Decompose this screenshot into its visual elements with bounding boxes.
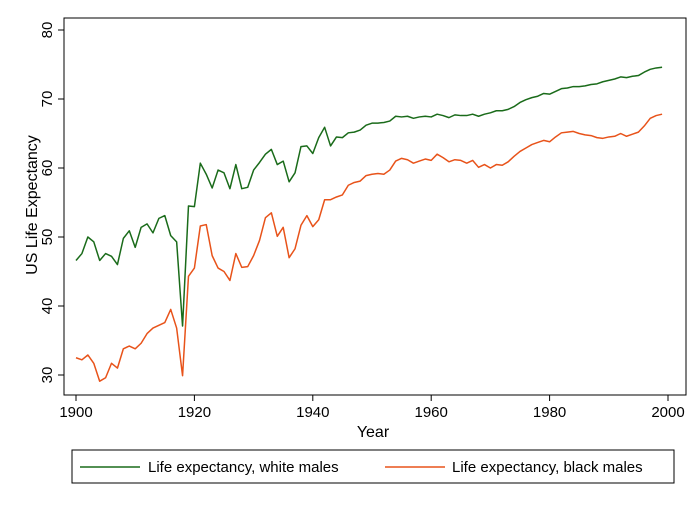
series-lines (75, 66, 663, 382)
x-tick-label: 1980 (533, 404, 566, 421)
legend: Life expectancy, white males Life expect… (71, 449, 675, 484)
y-tick-label: 30 (39, 367, 56, 384)
legend-box (71, 449, 675, 484)
y-tick-label: 40 (39, 298, 56, 315)
y-tick-label: 80 (39, 22, 56, 39)
y-tick-label: 70 (39, 91, 56, 108)
plot-frame (63, 17, 687, 396)
y-axis: 30 40 50 60 70 80 (39, 22, 64, 384)
x-axis: 1900 1920 1940 1960 1980 2000 (59, 395, 685, 421)
plot-border (63, 17, 687, 396)
legend-label-white-males: Life expectancy, white males (148, 459, 339, 476)
series-line-white-males (75, 66, 663, 327)
x-tick-label: 1940 (296, 404, 329, 421)
x-tick-label: 1920 (178, 404, 211, 421)
legend-label-black-males: Life expectancy, black males (452, 459, 643, 476)
x-axis-title: Year (357, 424, 390, 441)
x-tick-label: 2000 (651, 404, 684, 421)
y-tick-label: 60 (39, 160, 56, 177)
x-tick-label: 1960 (415, 404, 448, 421)
x-tick-label: 1900 (59, 404, 92, 421)
y-axis-title: US Life Expectancy (24, 135, 41, 275)
series-line-black-males (75, 113, 663, 382)
y-tick-label: 50 (39, 229, 56, 246)
